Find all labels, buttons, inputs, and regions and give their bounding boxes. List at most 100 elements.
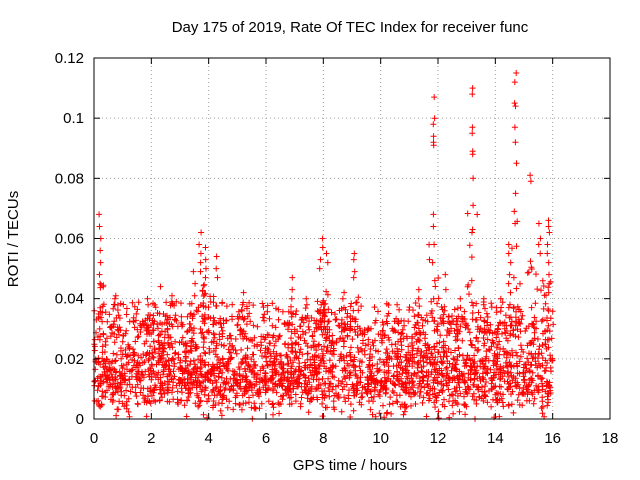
data-point: [313, 317, 320, 324]
data-point: [306, 364, 313, 371]
data-point: [431, 115, 438, 122]
data-point: [536, 343, 543, 350]
data-point: [411, 313, 418, 320]
y-tick-label: 0.08: [55, 170, 84, 187]
data-point: [519, 312, 526, 319]
data-point: [286, 401, 293, 408]
data-point: [284, 320, 291, 327]
data-point: [460, 316, 467, 323]
data-point: [110, 365, 116, 372]
data-point: [387, 394, 394, 401]
data-point: [321, 301, 328, 308]
data-point: [435, 349, 442, 355]
data-point: [415, 312, 421, 319]
data-point: [179, 321, 186, 328]
data-point: [528, 379, 535, 386]
data-point: [301, 372, 308, 379]
data-point: [129, 299, 136, 306]
data-point: [388, 356, 395, 362]
data-point: [542, 367, 549, 374]
data-point: [217, 359, 224, 366]
data-point: [287, 380, 294, 387]
data-point: [279, 308, 286, 315]
data-point: [188, 338, 195, 345]
data-point: [321, 380, 328, 387]
data-point: [438, 358, 445, 365]
data-point: [432, 404, 439, 411]
data-point: [415, 295, 422, 302]
data-point: [145, 301, 152, 308]
data-point: [528, 361, 535, 368]
data-point: [375, 308, 381, 315]
data-point: [341, 321, 347, 328]
data-point: [169, 292, 175, 299]
data-point: [374, 361, 381, 367]
data-point: [505, 250, 512, 257]
data-point: [538, 318, 545, 325]
grid: [94, 58, 610, 419]
data-point: [457, 304, 464, 311]
data-point: [518, 316, 525, 323]
data-point: [528, 304, 535, 311]
data-point: [431, 277, 438, 284]
data-point: [535, 383, 542, 390]
data-point: [402, 363, 409, 369]
data-point: [303, 295, 310, 302]
data-point: [223, 303, 230, 310]
data-point: [355, 294, 362, 301]
data-point: [319, 413, 326, 420]
data-point: [195, 374, 202, 381]
data-point: [513, 349, 519, 356]
data-point: [342, 398, 349, 405]
data-point: [292, 348, 299, 355]
data-point: [229, 342, 236, 349]
data-point: [242, 355, 249, 362]
data-point: [440, 338, 447, 345]
data-point: [125, 359, 132, 366]
data-point: [212, 401, 219, 408]
data-point: [526, 340, 533, 347]
data-point: [135, 299, 142, 306]
data-point: [398, 342, 405, 349]
data-point: [356, 363, 363, 370]
data-point: [391, 381, 398, 388]
data-point: [144, 295, 151, 302]
data-point: [402, 404, 409, 411]
data-point: [516, 401, 523, 408]
data-point: [242, 376, 249, 383]
data-point: [438, 367, 445, 374]
data-point: [313, 376, 320, 383]
data-point: [185, 394, 192, 400]
data-point: [402, 389, 409, 396]
data-point: [179, 334, 186, 341]
data-point: [489, 330, 496, 337]
x-tick-label: 12: [430, 430, 447, 447]
data-point: [97, 308, 104, 315]
data-point: [104, 335, 110, 342]
data-point: [418, 368, 425, 374]
data-point: [403, 351, 410, 358]
data-point: [354, 375, 361, 382]
data-point: [435, 275, 442, 281]
data-point: [298, 317, 305, 323]
data-point: [391, 350, 398, 357]
data-point: [198, 229, 205, 236]
data-point: [221, 342, 228, 349]
data-point: [321, 363, 328, 370]
data-point: [328, 309, 335, 316]
data-point: [304, 350, 311, 357]
data-point: [246, 394, 252, 401]
data-point: [381, 369, 388, 376]
data-point: [231, 372, 238, 379]
data-point: [119, 338, 126, 345]
data-point: [96, 211, 103, 218]
data-point: [426, 346, 433, 353]
data-point: [545, 259, 552, 266]
data-point: [96, 336, 103, 343]
data-point: [178, 313, 185, 320]
data-point: [450, 355, 457, 362]
data-point: [239, 406, 245, 413]
data-point: [513, 308, 519, 315]
data-point: [237, 326, 244, 333]
data-point: [542, 300, 549, 307]
